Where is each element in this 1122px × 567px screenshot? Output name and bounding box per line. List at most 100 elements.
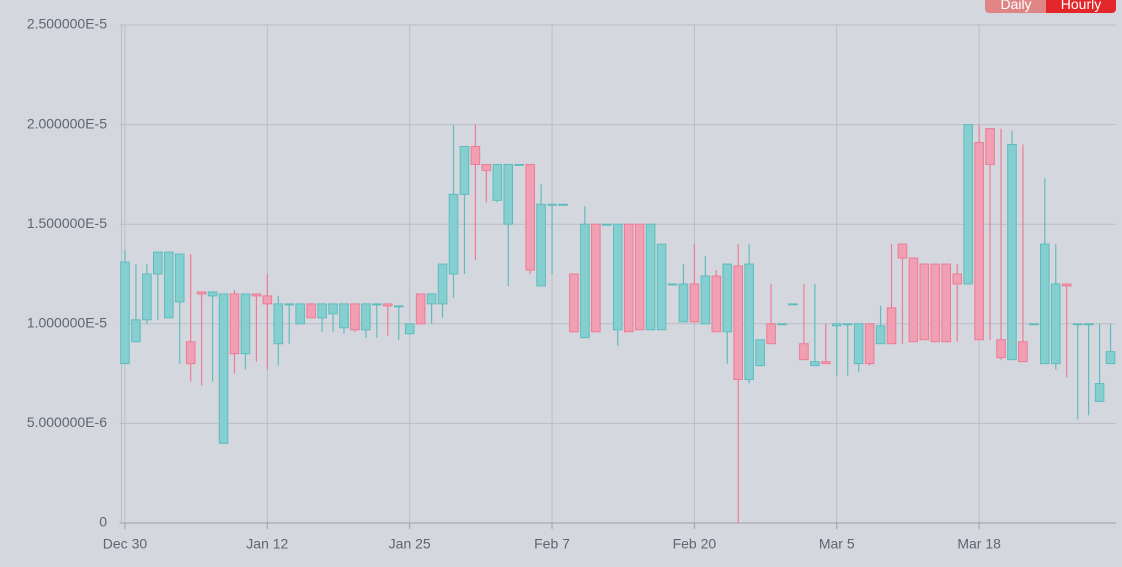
candle-body — [1072, 323, 1083, 326]
x-tick-label: Feb 7 — [534, 536, 570, 552]
candle-body — [382, 303, 393, 307]
candle-body — [930, 263, 941, 343]
candle-body — [591, 223, 601, 333]
candle-body — [328, 303, 338, 315]
y-tick-label: 5.000000E-6 — [27, 414, 107, 430]
candle-body — [558, 203, 568, 206]
candle-body — [744, 263, 754, 381]
candle-body — [1061, 283, 1072, 287]
candle-body — [656, 243, 667, 331]
candle-body — [1029, 323, 1039, 326]
candle-body — [612, 223, 623, 331]
candle-body — [919, 263, 930, 341]
candle-body — [547, 203, 557, 206]
candle-body — [470, 146, 481, 165]
candle-body — [908, 257, 919, 343]
candle-body — [821, 361, 831, 365]
candle-body — [273, 303, 284, 345]
candle-body — [481, 163, 492, 171]
candle-body — [415, 293, 426, 325]
x-tick-label: Jan 25 — [389, 536, 431, 552]
candle-body — [251, 293, 262, 297]
candle-body — [569, 273, 579, 333]
x-tick-label: Feb 20 — [673, 536, 717, 552]
candle-body — [459, 146, 470, 195]
x-tick-label: Mar 18 — [957, 536, 1001, 552]
candle-body — [361, 303, 371, 331]
candle-body — [1007, 144, 1017, 361]
candle-body — [339, 303, 349, 329]
x-tick-label: Dec 30 — [103, 536, 148, 552]
candle-body — [120, 261, 130, 365]
candle-body — [448, 193, 459, 275]
candle-body — [131, 319, 141, 343]
candle-body — [174, 253, 185, 303]
candle-body — [317, 303, 327, 319]
candle-body — [963, 124, 973, 285]
x-tick-label: Mar 5 — [819, 536, 855, 552]
candle-body — [372, 303, 382, 306]
candle-body — [153, 251, 163, 275]
candle-body — [700, 275, 711, 325]
candle-body — [185, 341, 196, 365]
y-tick-label: 1.000000E-5 — [27, 315, 107, 331]
candle-body — [580, 223, 590, 339]
candle-body — [810, 361, 820, 367]
y-tick-label: 1.500000E-5 — [27, 215, 107, 231]
candle-body — [229, 293, 240, 355]
candle-body — [996, 339, 1006, 359]
candle-body — [1040, 243, 1050, 365]
candle-body — [711, 275, 722, 333]
y-tick-label: 2.500000E-5 — [27, 16, 107, 32]
y-tick-label: 0 — [99, 514, 107, 530]
candle-body — [514, 163, 524, 166]
candle-body — [393, 305, 404, 308]
candle-body — [875, 325, 886, 345]
candle-body — [218, 293, 229, 444]
x-tick-label: Jan 12 — [246, 536, 288, 552]
candle-body — [1018, 341, 1028, 363]
candle-body — [634, 223, 645, 331]
candle-body — [985, 128, 995, 165]
candle-body — [623, 223, 634, 333]
candle-body — [722, 263, 733, 333]
candle-body — [766, 323, 776, 345]
candle-body — [350, 303, 360, 331]
candle-body — [240, 293, 251, 355]
candle-body — [952, 273, 963, 285]
candle-body — [831, 323, 842, 327]
hourly-button[interactable]: Hourly — [1046, 0, 1116, 13]
candle-body — [886, 307, 897, 345]
candle-body — [667, 283, 678, 286]
candle-body — [645, 223, 656, 331]
candle-body — [163, 251, 174, 319]
candle-body — [864, 323, 875, 365]
candle-body — [853, 323, 864, 365]
candle-body — [897, 243, 908, 259]
candle-body — [426, 293, 437, 305]
candle-body — [536, 203, 546, 287]
candle-body — [689, 283, 700, 323]
candle-body — [207, 291, 218, 297]
candle-body — [284, 303, 295, 306]
candle-body — [1094, 383, 1105, 402]
candle-body — [306, 303, 316, 319]
candle-body — [492, 163, 503, 201]
candle-body — [941, 263, 952, 343]
candle-body — [262, 295, 273, 305]
candle-body — [142, 273, 152, 321]
candle-body — [525, 163, 535, 271]
candle-body — [842, 323, 853, 326]
candle-body — [601, 223, 612, 226]
candle-body — [196, 291, 207, 295]
candle-body — [799, 343, 809, 361]
daily-button[interactable]: Daily — [985, 0, 1047, 13]
candle-body — [733, 265, 744, 381]
candle-body — [678, 283, 689, 323]
candle-body — [1050, 283, 1061, 365]
candle-body — [974, 142, 984, 341]
candle-body — [1083, 323, 1094, 326]
candle-body — [755, 339, 765, 367]
